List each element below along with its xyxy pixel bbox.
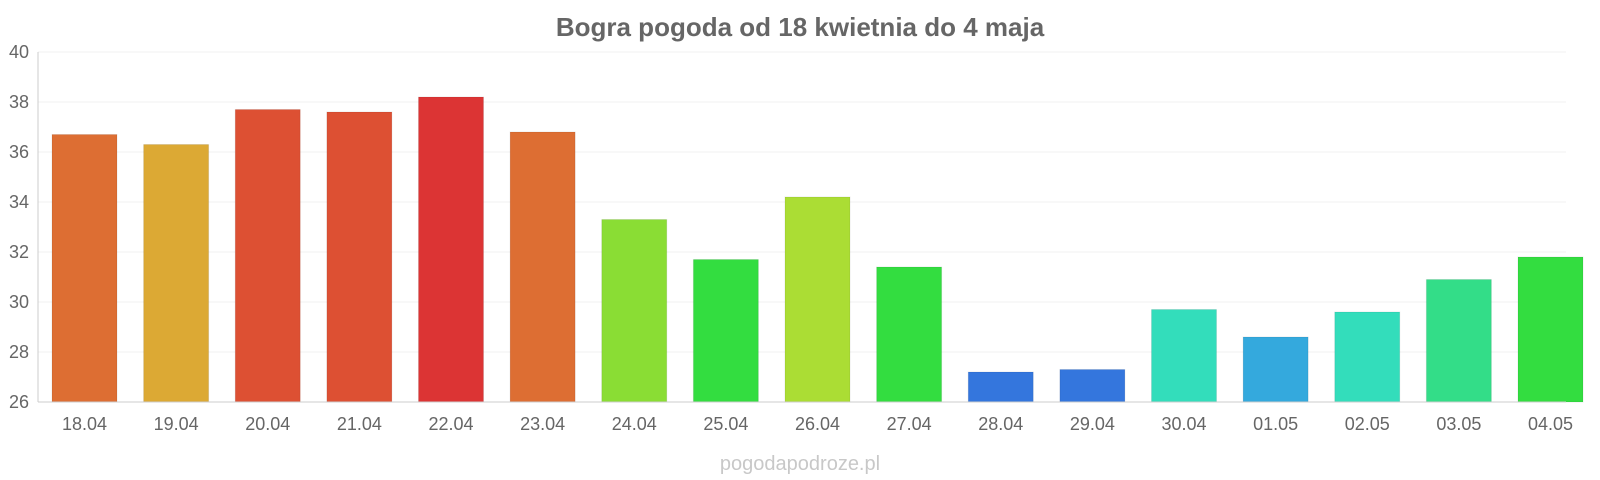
x-tick-label: 20.04 bbox=[245, 414, 290, 434]
x-tick-label: 30.04 bbox=[1161, 414, 1206, 434]
x-tick-label: 21.04 bbox=[337, 414, 382, 434]
watermark: pogodapodroze.pl bbox=[720, 453, 880, 475]
y-tick-label: 40 bbox=[9, 42, 29, 62]
x-tick-label: 28.04 bbox=[978, 414, 1023, 434]
bar-27.04 bbox=[876, 266, 943, 403]
bar-22.04 bbox=[418, 96, 484, 403]
x-tick-label: 03.05 bbox=[1436, 414, 1481, 434]
y-tick-label: 30 bbox=[9, 292, 29, 312]
bar-20.04 bbox=[234, 109, 301, 403]
bar-02.05 bbox=[1334, 311, 1401, 403]
x-tick-label: 22.04 bbox=[428, 414, 473, 434]
bar-18.04 bbox=[51, 134, 118, 403]
y-tick-label: 32 bbox=[9, 242, 29, 262]
x-tick-label: 25.04 bbox=[703, 414, 748, 434]
bar-23.04 bbox=[509, 131, 576, 403]
x-tick-label: 29.04 bbox=[1070, 414, 1115, 434]
bar-01.05 bbox=[1242, 336, 1309, 403]
y-tick-label: 28 bbox=[9, 342, 29, 362]
bar-26.04 bbox=[784, 196, 851, 403]
y-tick-label: 26 bbox=[9, 392, 29, 412]
y-axis: 26 28 30 32 34 36 38 40 bbox=[9, 42, 39, 412]
x-tick-label: 02.05 bbox=[1345, 414, 1390, 434]
x-tick-label: 18.04 bbox=[62, 414, 107, 434]
bar-29.04 bbox=[1059, 369, 1126, 403]
bars bbox=[51, 96, 1584, 403]
bar-19.04 bbox=[143, 144, 210, 403]
bar-21.04 bbox=[326, 111, 393, 403]
bar-28.04 bbox=[967, 371, 1034, 403]
bar-24.04 bbox=[601, 219, 668, 403]
chart-title: Bogra pogoda od 18 kwietnia do 4 maja bbox=[556, 12, 1045, 42]
x-tick-label: 01.05 bbox=[1253, 414, 1298, 434]
x-tick-label: 23.04 bbox=[520, 414, 565, 434]
bar-30.04 bbox=[1151, 309, 1217, 403]
y-tick-label: 36 bbox=[9, 142, 29, 162]
x-tick-label: 27.04 bbox=[887, 414, 932, 434]
y-tick-label: 34 bbox=[9, 192, 29, 212]
bar-03.05 bbox=[1425, 279, 1492, 403]
x-tick-label: 19.04 bbox=[154, 414, 199, 434]
x-tick-label: 26.04 bbox=[795, 414, 840, 434]
y-tick-label: 38 bbox=[9, 92, 29, 112]
x-tick-label: 04.05 bbox=[1528, 414, 1573, 434]
bar-25.04 bbox=[692, 259, 759, 403]
bar-04.05 bbox=[1517, 256, 1584, 403]
x-tick-label: 24.04 bbox=[612, 414, 657, 434]
x-axis: 18.04 19.04 20.04 21.04 22.04 23.04 24.04 25.04… bbox=[38, 401, 1573, 434]
